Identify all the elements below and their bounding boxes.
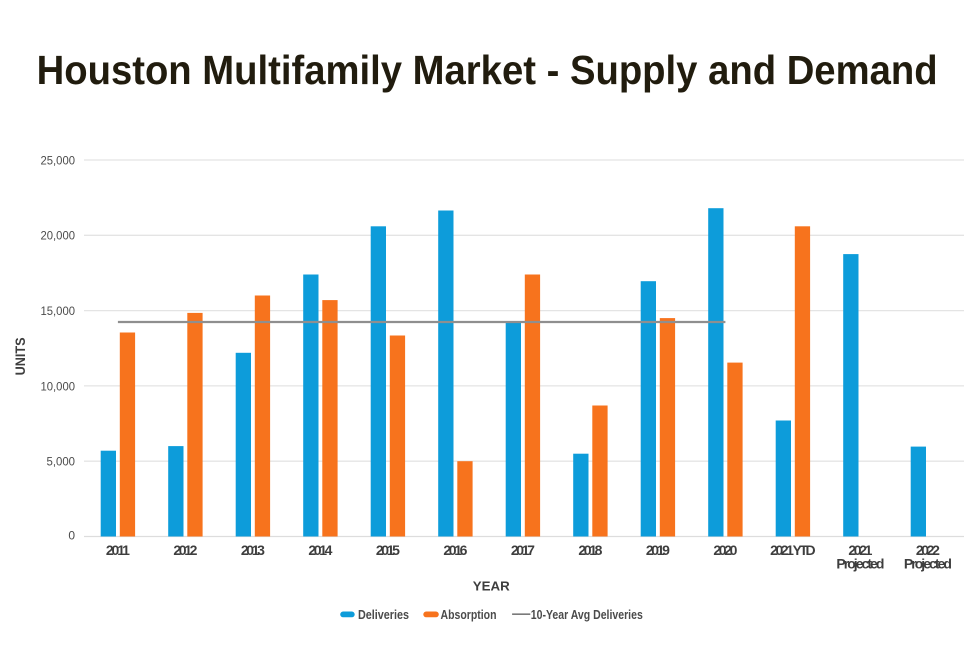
- svg-text:0: 0: [68, 529, 75, 543]
- svg-text:2019: 2019: [646, 542, 670, 558]
- svg-text:Deliveries: Deliveries: [358, 608, 409, 622]
- svg-text:2021 YTD: 2021 YTD: [770, 542, 816, 558]
- svg-text:Houston Multifamily Market - S: Houston Multifamily Market - Supply and …: [37, 47, 938, 93]
- svg-text:2020: 2020: [713, 542, 737, 558]
- svg-text:10-Year Avg Deliveries: 10-Year Avg Deliveries: [531, 608, 643, 622]
- svg-text:UNITS: UNITS: [13, 337, 28, 375]
- svg-text:15,000: 15,000: [41, 304, 76, 318]
- svg-text:5,000: 5,000: [47, 455, 76, 469]
- svg-text:2018: 2018: [578, 542, 602, 558]
- svg-text:20,000: 20,000: [41, 229, 76, 243]
- svg-text:2017: 2017: [511, 542, 535, 558]
- svg-text:2014: 2014: [308, 542, 332, 558]
- svg-text:Absorption: Absorption: [441, 608, 497, 622]
- svg-text:Projected: Projected: [904, 556, 952, 572]
- svg-text:2012: 2012: [173, 542, 197, 558]
- svg-text:2011: 2011: [106, 542, 130, 558]
- svg-text:2021: 2021: [848, 542, 872, 558]
- svg-text:2022: 2022: [916, 542, 940, 558]
- svg-text:Projected: Projected: [836, 556, 884, 572]
- svg-text:25,000: 25,000: [41, 153, 76, 167]
- svg-text:2016: 2016: [443, 542, 467, 558]
- svg-text:10,000: 10,000: [41, 379, 76, 393]
- svg-text:2015: 2015: [376, 542, 400, 558]
- svg-text:2013: 2013: [241, 542, 265, 558]
- svg-text:YEAR: YEAR: [473, 579, 510, 594]
